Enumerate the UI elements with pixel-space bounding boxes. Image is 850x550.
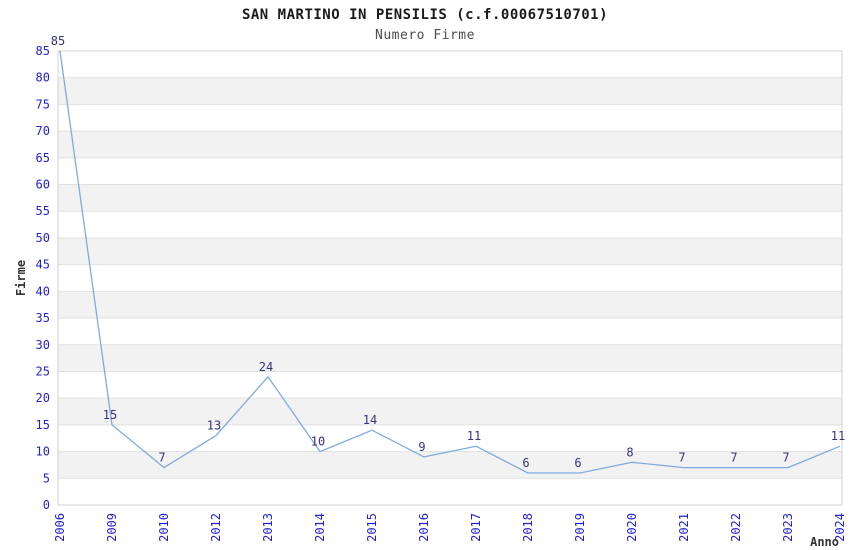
x-tick-label: 2024 [833,513,847,542]
y-tick-label: 75 [36,97,50,111]
y-tick-label: 85 [36,44,50,58]
data-point-label: 6 [574,456,581,470]
y-tick-label: 30 [36,338,50,352]
plot-border [57,50,843,506]
y-tick-label: 70 [36,124,50,138]
data-point-label: 24 [259,360,273,374]
x-tick-label: 2015 [365,513,379,542]
y-tick-label: 35 [36,311,50,325]
y-tick-label: 5 [43,471,50,485]
x-tick-label: 2014 [313,513,327,542]
plot-band [58,104,842,132]
x-tick-label: 2020 [625,513,639,542]
data-point-label: 8 [626,445,633,459]
y-tick-label: 50 [36,231,50,245]
gridlines [58,50,842,506]
x-axis-tick-labels: 2006 2009 2010 2012 2013 2014 2015 2016 2017 2018… [53,513,847,542]
plot-band [58,318,842,345]
data-point-label: 7 [158,451,165,465]
data-point-label: 9 [418,440,425,454]
y-tick-label: 0 [43,498,50,512]
data-point-labels: 85 15 7 13 24 10 14 9 11 6 6 8 7 7 7 11 [51,34,845,470]
y-tick-label: 55 [36,204,50,218]
plot-band [58,237,842,265]
plot-band [58,77,842,105]
plot-band [58,291,842,319]
plot-band [58,51,842,78]
y-axis-tick-labels: 0 5 10 15 20 25 30 35 40 45 50 55 60 65 70 75 80 85 [36,44,50,512]
data-point-label: 7 [730,451,737,465]
x-tick-label: 2012 [209,513,223,542]
data-point-label: 13 [207,419,221,433]
x-tick-label: 2009 [105,513,119,542]
y-tick-label: 20 [36,391,50,405]
plot-band [58,371,842,399]
plot-band [58,451,842,479]
data-point-label: 7 [678,451,685,465]
data-point-label: 14 [363,413,377,427]
x-tick-label: 2021 [677,513,691,542]
plot-band [58,424,842,452]
y-tick-label: 80 [36,71,50,85]
data-point-label: 10 [311,435,325,449]
y-axis-title: Firme [14,260,28,296]
data-series-line [59,50,841,474]
chart-subtitle: Numero Firme [375,28,475,43]
plot-band [58,344,842,372]
data-point-label: 11 [831,429,845,443]
plot-band [58,157,842,185]
x-tick-label: 2022 [729,513,743,542]
y-tick-label: 65 [36,151,50,165]
x-tick-label: 2010 [157,513,171,542]
y-tick-label: 40 [36,284,50,298]
data-point-label: 6 [522,456,529,470]
x-tick-label: 2006 [53,513,67,542]
plot-band [58,478,842,505]
x-tick-label: 2018 [521,513,535,542]
y-tick-label: 25 [36,364,50,378]
data-point-label: 15 [103,408,117,422]
x-tick-label: 2013 [261,513,275,542]
plot-band [58,398,842,425]
data-series [59,50,841,474]
data-point-label: 7 [782,451,789,465]
plot-band [58,211,842,238]
data-point-label: 11 [467,429,481,443]
x-tick-label: 2023 [781,513,795,542]
chart-title: SAN MARTINO IN PENSILIS (c.f.00067510701… [241,7,609,23]
plot-band [58,184,842,212]
y-tick-label: 10 [36,445,50,459]
x-tick-label: 2017 [469,513,483,542]
data-point-label: 85 [51,34,65,48]
x-tick-label: 2019 [573,513,587,542]
plot-band [58,264,842,292]
x-tick-label: 2016 [417,513,431,542]
y-tick-label: 15 [36,418,50,432]
x-axis-title: Anno [810,535,839,549]
plot-bands [58,51,842,505]
y-tick-label: 60 [36,178,50,192]
y-tick-label: 45 [36,258,50,272]
plot-band [58,131,842,158]
